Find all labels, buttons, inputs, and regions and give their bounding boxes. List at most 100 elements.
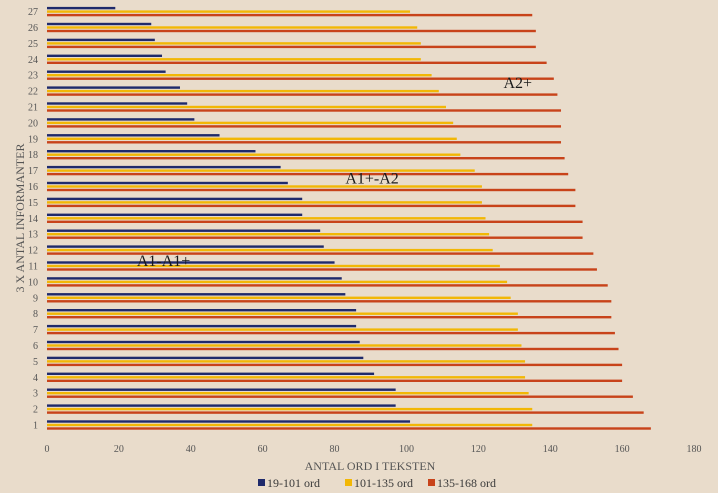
bar-135-168-ord-row-15 bbox=[47, 204, 576, 208]
y-tick-label: 24 bbox=[28, 55, 38, 66]
bar-101-135-ord-row-25 bbox=[47, 42, 421, 45]
bar-101-135-ord-row-8 bbox=[47, 312, 518, 315]
bar-101-135-ord-row-16 bbox=[47, 185, 482, 188]
y-tick-label: 27 bbox=[28, 7, 38, 18]
bar-19-101-ord-row-13 bbox=[47, 229, 321, 232]
bar-101-135-ord-row-7 bbox=[47, 328, 518, 331]
y-tick-label: 20 bbox=[28, 118, 38, 129]
bar-135-168-ord-row-18 bbox=[47, 157, 565, 160]
annotation-label: A1-A1+ bbox=[137, 253, 190, 270]
y-tick-label: 1 bbox=[33, 421, 38, 432]
bar-135-168-ord-row-22 bbox=[47, 93, 558, 96]
bar-135-168-ord-row-19 bbox=[47, 141, 562, 144]
bar-135-168-ord-row-4 bbox=[47, 379, 623, 382]
y-tick-label: 4 bbox=[33, 373, 38, 384]
bar-101-135-ord-row-4 bbox=[47, 376, 526, 379]
bar-19-101-ord-row-8 bbox=[47, 309, 357, 312]
y-tick-label: 9 bbox=[33, 293, 38, 304]
y-tick-label: 12 bbox=[28, 246, 38, 257]
y-tick-label: 26 bbox=[28, 23, 38, 34]
bar-101-135-ord-row-1 bbox=[47, 423, 533, 427]
y-tick-label: 3 bbox=[33, 389, 38, 400]
y-tick-label: 25 bbox=[28, 39, 38, 50]
bar-19-101-ord-row-9 bbox=[47, 293, 346, 296]
bar-group bbox=[47, 6, 651, 430]
bar-19-101-ord-row-14 bbox=[47, 213, 303, 216]
bar-135-168-ord-row-12 bbox=[47, 252, 594, 255]
y-tick-label: 15 bbox=[28, 198, 38, 209]
bar-135-168-ord-row-20 bbox=[47, 125, 562, 128]
x-tick-label: 120 bbox=[471, 444, 486, 455]
bar-135-168-ord-row-27 bbox=[47, 13, 533, 17]
bar-101-135-ord-row-27 bbox=[47, 10, 411, 13]
bar-101-135-ord-row-10 bbox=[47, 280, 508, 284]
bar-101-135-ord-row-23 bbox=[47, 74, 432, 77]
bar-101-135-ord-row-6 bbox=[47, 344, 522, 347]
bar-19-101-ord-row-23 bbox=[47, 70, 166, 73]
bar-19-101-ord-row-19 bbox=[47, 134, 220, 137]
bar-135-168-ord-row-7 bbox=[47, 331, 615, 335]
bar-135-168-ord-row-23 bbox=[47, 77, 554, 80]
bar-135-168-ord-row-17 bbox=[47, 172, 569, 176]
y-tick-label: 5 bbox=[33, 357, 38, 368]
bar-19-101-ord-row-4 bbox=[47, 372, 375, 375]
bar-135-168-ord-row-21 bbox=[47, 109, 562, 112]
legend-swatch bbox=[428, 479, 435, 486]
legend: 19-101 ord 101-135 ord 135-168 ord bbox=[258, 476, 496, 490]
bar-19-101-ord-row-20 bbox=[47, 118, 195, 121]
bar-19-101-ord-row-11 bbox=[47, 261, 335, 264]
bar-19-101-ord-row-5 bbox=[47, 356, 364, 360]
y-tick-label: 23 bbox=[28, 71, 38, 82]
bar-19-101-ord-row-3 bbox=[47, 388, 396, 391]
legend-swatch bbox=[258, 479, 265, 486]
bar-135-168-ord-row-10 bbox=[47, 284, 608, 287]
y-tick-label: 22 bbox=[28, 87, 38, 98]
y-tick-label: 16 bbox=[28, 182, 38, 193]
bar-101-135-ord-row-22 bbox=[47, 89, 439, 93]
bar-19-101-ord-row-15 bbox=[47, 197, 303, 201]
bar-101-135-ord-row-11 bbox=[47, 264, 500, 268]
x-tick-label: 140 bbox=[543, 444, 558, 455]
bar-101-135-ord-row-13 bbox=[47, 233, 490, 236]
y-axis-title: 3 X ANTAL INFORMANTER bbox=[13, 144, 27, 293]
bar-101-135-ord-row-17 bbox=[47, 169, 475, 172]
bar-101-135-ord-row-5 bbox=[47, 360, 526, 363]
annotation-label: A2+ bbox=[503, 75, 532, 92]
bar-135-168-ord-row-5 bbox=[47, 363, 623, 367]
x-axis-title: ANTAL ORD I TEKSTEN bbox=[305, 459, 436, 473]
bar-135-168-ord-row-11 bbox=[47, 268, 597, 271]
bar-19-101-ord-row-26 bbox=[47, 22, 152, 26]
y-tick-label: 6 bbox=[33, 341, 38, 352]
bar-101-135-ord-row-18 bbox=[47, 153, 461, 156]
bar-19-101-ord-row-16 bbox=[47, 181, 288, 185]
y-tick-label: 21 bbox=[28, 103, 38, 114]
bar-101-135-ord-row-20 bbox=[47, 121, 454, 125]
x-tick-label: 180 bbox=[687, 444, 702, 455]
bar-19-101-ord-row-1 bbox=[47, 420, 411, 423]
annotation-labels: A2+ A1+-A2 A1-A1+ bbox=[137, 75, 532, 270]
bar-135-168-ord-row-26 bbox=[47, 29, 536, 33]
bar-101-135-ord-row-12 bbox=[47, 248, 493, 252]
bar-19-101-ord-row-2 bbox=[47, 404, 396, 407]
bar-135-168-ord-row-16 bbox=[47, 188, 576, 192]
legend-label: 101-135 ord bbox=[354, 476, 413, 490]
bar-101-135-ord-row-9 bbox=[47, 296, 511, 299]
y-tick-labels: 1234567891011121314151617181920212223242… bbox=[28, 7, 38, 431]
bar-101-135-ord-row-14 bbox=[47, 217, 486, 220]
bar-135-168-ord-row-8 bbox=[47, 316, 612, 319]
x-tick-label: 80 bbox=[330, 444, 340, 455]
legend-label: 135-168 ord bbox=[437, 476, 496, 490]
y-tick-label: 8 bbox=[33, 309, 38, 320]
bar-101-135-ord-row-15 bbox=[47, 201, 482, 204]
y-tick-label: 11 bbox=[28, 262, 38, 273]
bar-101-135-ord-row-24 bbox=[47, 58, 421, 61]
x-tick-label: 0 bbox=[45, 444, 50, 455]
bar-101-135-ord-row-3 bbox=[47, 392, 529, 395]
bar-135-168-ord-row-14 bbox=[47, 220, 583, 223]
y-tick-label: 7 bbox=[33, 325, 38, 336]
x-tick-label: 100 bbox=[399, 444, 414, 455]
bar-135-168-ord-row-3 bbox=[47, 395, 633, 398]
bar-135-168-ord-row-13 bbox=[47, 236, 583, 239]
bar-19-101-ord-row-17 bbox=[47, 165, 281, 169]
